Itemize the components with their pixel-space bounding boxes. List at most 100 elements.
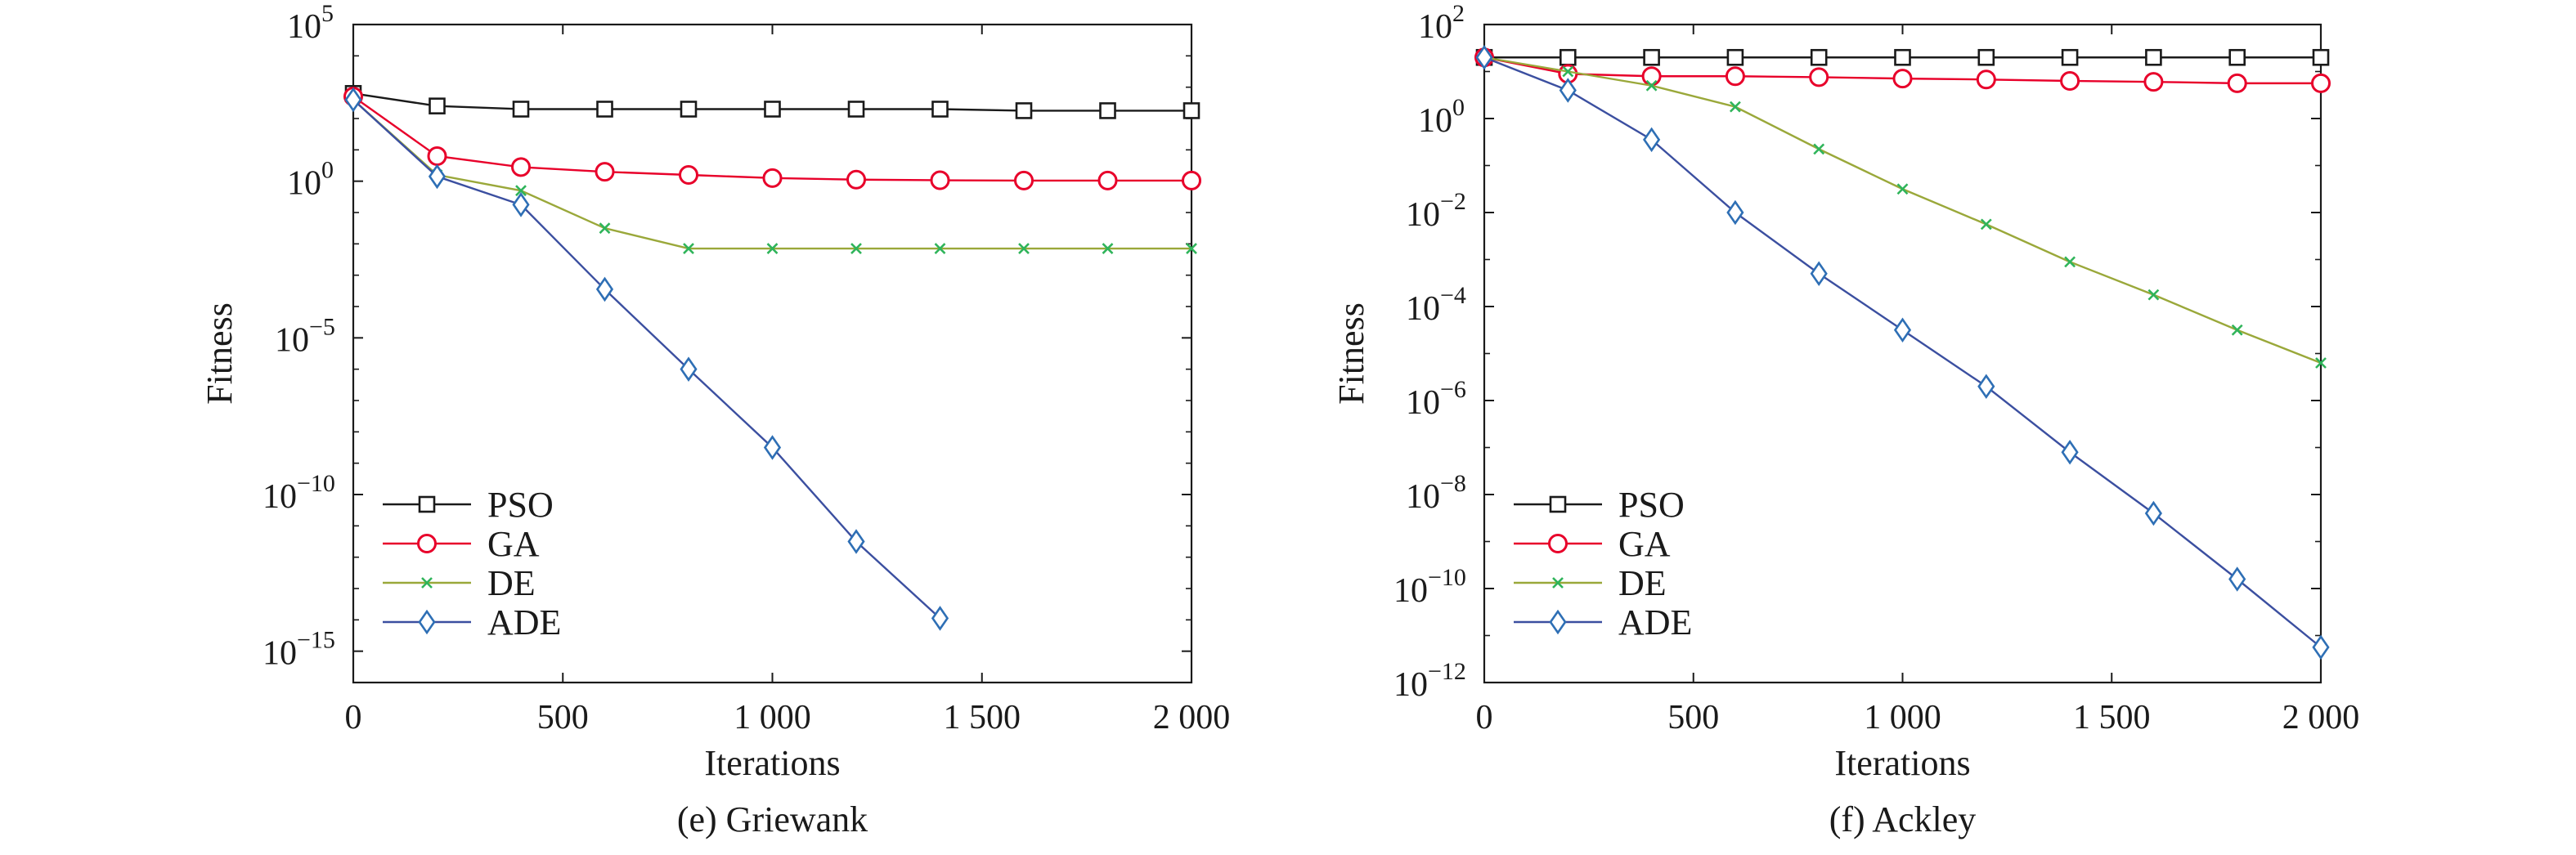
y-tick-base: 10: [1393, 666, 1428, 704]
data-point-ga: [427, 146, 447, 166]
data-point-de: [1562, 65, 1574, 78]
data-point-ade: [1810, 261, 1828, 287]
marker-stroke: [1813, 143, 1825, 155]
y-tick-base: 10: [287, 8, 321, 46]
legend-label: GA: [487, 524, 540, 564]
legend-marker: [418, 609, 436, 635]
series-line-ade: [352, 99, 941, 620]
y-tick-exponent: −10: [1428, 564, 1466, 591]
legend-marker: [1549, 609, 1567, 635]
data-point-pso: [1894, 48, 1911, 66]
data-point-pso: [2312, 48, 2330, 66]
data-point-ade: [428, 163, 447, 190]
y-tick-base: 10: [1393, 572, 1428, 610]
data-point-ade: [763, 435, 782, 460]
data-point-pso: [680, 101, 698, 118]
y-tick-base: 10: [1406, 290, 1440, 328]
series-line-de: [1483, 56, 2322, 365]
y-tick-label: 100: [1418, 94, 1465, 140]
data-point-pso: [429, 97, 446, 114]
legend-label: DE: [1618, 563, 1667, 603]
data-point-ade: [2061, 439, 2079, 465]
legend-label: ADE: [1618, 602, 1692, 642]
x-tick-label: 1 500: [2073, 699, 2151, 736]
legend-entry-ga: GA: [1514, 524, 1671, 564]
legend-entry-ga: GA: [383, 524, 540, 564]
marker-stroke: [2231, 324, 2243, 336]
data-point-de: [850, 243, 862, 255]
legend-marker: [417, 534, 437, 553]
data-point-pso: [931, 101, 949, 118]
marker-stroke: [515, 185, 527, 197]
data-point-ga: [2311, 73, 2331, 93]
y-tick-exponent: −12: [1428, 658, 1466, 685]
plot-frame: [352, 23, 1193, 684]
chart-panel-griewank: 0 500 1 000 1 500 2 00010510010−510−1010−15I…: [200, 0, 1230, 839]
legend-entry-ade: ADE: [383, 602, 561, 642]
y-tick-label: 10−10: [1393, 564, 1466, 610]
marker-stroke: [421, 577, 433, 589]
data-point-ga: [1976, 69, 1996, 90]
data-point-ga: [846, 169, 866, 190]
data-point-ga: [1892, 69, 1913, 89]
data-point-ga: [2060, 71, 2080, 91]
data-point-de: [934, 243, 946, 255]
data-point-de: [2315, 357, 2327, 369]
x-tick-label: 2 000: [1153, 699, 1231, 736]
data-point-ade: [1893, 317, 1912, 343]
y-tick-label: 10−6: [1406, 376, 1466, 422]
data-point-ga: [1641, 66, 1662, 87]
y-tick-exponent: −15: [297, 627, 335, 654]
data-point-pso: [1015, 102, 1033, 119]
marker-stroke: [2064, 256, 2076, 268]
data-point-de: [1729, 101, 1741, 113]
data-point-ade: [847, 529, 865, 554]
y-tick-label: 10−12: [1393, 658, 1466, 704]
x-axis-label: Iterations: [704, 743, 840, 783]
y-tick-exponent: −5: [309, 313, 335, 340]
data-point-de: [766, 243, 779, 255]
marker-stroke: [1896, 183, 1909, 195]
legend-label: GA: [1618, 524, 1671, 564]
data-point-ade: [2228, 566, 2246, 592]
legend-entry-de: DE: [1514, 563, 1667, 603]
data-point-de: [2064, 256, 2076, 268]
data-point-pso: [1099, 102, 1116, 119]
data-point-ga: [679, 165, 698, 185]
x-tick-label: 500: [1667, 699, 1719, 736]
y-tick-label: 10−8: [1406, 470, 1466, 516]
data-point-de: [1980, 218, 1992, 231]
y-tick-exponent: −8: [1440, 470, 1466, 497]
data-point-ade: [1726, 199, 1744, 226]
y-tick-label: 10−15: [263, 627, 335, 673]
marker-stroke: [2315, 357, 2327, 369]
y-tick-base: 10: [1418, 102, 1452, 140]
marker-stroke: [599, 222, 611, 235]
data-point-de: [1645, 79, 1658, 92]
data-point-ade: [344, 87, 362, 113]
data-point-pso: [847, 101, 865, 118]
legend-label: PSO: [487, 485, 554, 525]
marker-stroke: [850, 243, 862, 255]
data-point-pso: [1977, 48, 1995, 66]
data-point-ga: [2143, 72, 2164, 92]
data-point-ga: [762, 168, 783, 188]
chart-caption: (e) Griewank: [677, 799, 868, 839]
data-point-pso: [1810, 48, 1828, 66]
series-line-ade: [1483, 56, 2322, 648]
legend-entry-pso: PSO: [383, 485, 554, 525]
marker-stroke: [683, 243, 694, 255]
data-point-pso: [2145, 48, 2162, 66]
x-tick-label: 500: [537, 699, 589, 736]
y-tick-base: 10: [275, 321, 309, 359]
x-tick-label: 0: [345, 699, 362, 736]
y-tick-exponent: −4: [1440, 282, 1466, 309]
y-tick-label: 10−4: [1406, 282, 1466, 328]
data-point-de: [1018, 243, 1030, 255]
series-pso: [1475, 48, 2330, 66]
y-tick-exponent: 0: [1452, 94, 1465, 121]
legend-marker: [418, 495, 436, 513]
x-tick-label: 1 000: [1864, 699, 1941, 736]
legend-entry-pso: PSO: [1514, 485, 1685, 525]
